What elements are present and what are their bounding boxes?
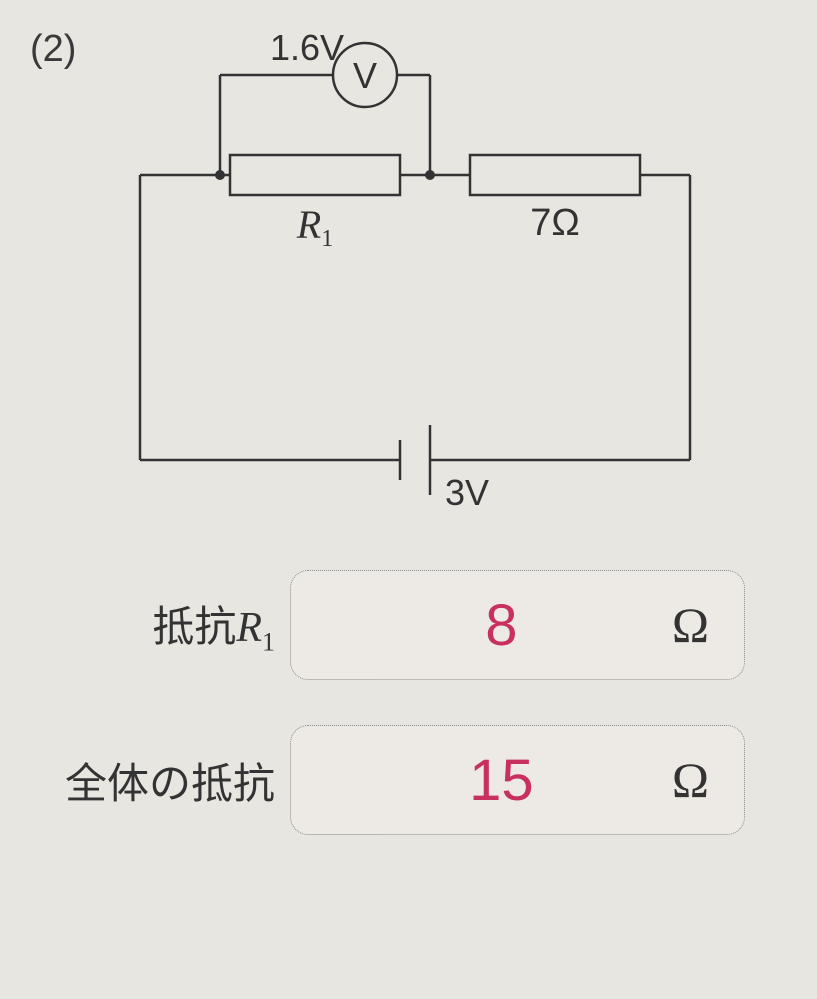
battery-label: 3V bbox=[445, 472, 489, 513]
resistor-r1 bbox=[230, 155, 400, 195]
answer-row-r1: 抵抗R1 8 Ω bbox=[60, 570, 770, 680]
voltmeter-reading-label: 1.6V bbox=[270, 30, 344, 68]
answer-total-label: 全体の抵抗 bbox=[60, 750, 290, 811]
resistor-7ohm bbox=[470, 155, 640, 195]
voltmeter-symbol: V bbox=[353, 55, 377, 96]
answer-total-value: 15 bbox=[291, 747, 672, 814]
answer-section: 抵抗R1 8 Ω 全体の抵抗 15 Ω bbox=[60, 570, 770, 880]
answer-r1-value: 8 bbox=[291, 592, 672, 659]
answer-row-total: 全体の抵抗 15 Ω bbox=[60, 725, 770, 835]
resistor-7ohm-label: 7Ω bbox=[530, 202, 580, 244]
circuit-diagram: 1.6V V R1 7Ω bbox=[100, 30, 720, 520]
resistor-r1-label: R1 bbox=[296, 202, 333, 252]
answer-total-unit: Ω bbox=[672, 751, 744, 809]
answer-r1-box: 8 Ω bbox=[290, 570, 745, 680]
answer-r1-label: 抵抗R1 bbox=[60, 593, 290, 657]
answer-total-box: 15 Ω bbox=[290, 725, 745, 835]
question-number: (2) bbox=[30, 28, 76, 71]
answer-r1-unit: Ω bbox=[672, 596, 744, 654]
